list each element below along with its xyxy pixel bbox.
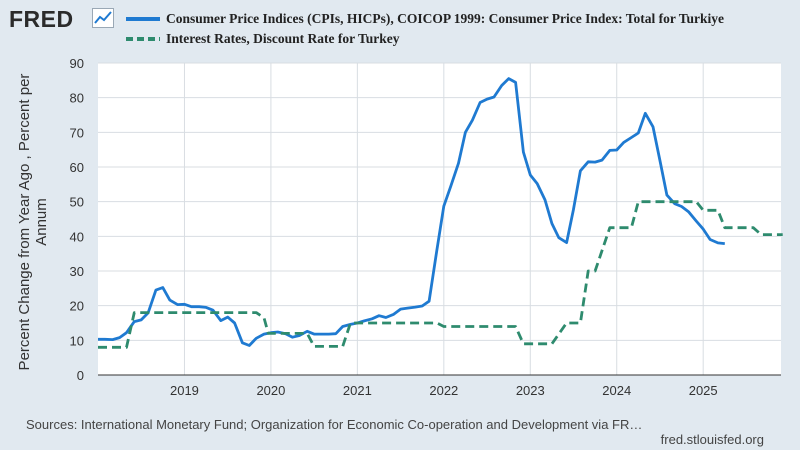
y-tick-label: 30	[70, 264, 84, 279]
legend-item-cpi: Consumer Price Indices (CPIs, HICPs), CO…	[126, 9, 724, 29]
y-tick-label: 40	[70, 229, 84, 244]
sources-note: Sources: International Monetary Fund; Or…	[26, 417, 643, 432]
x-tick-label: 2025	[689, 383, 718, 398]
x-tick-label: 2022	[429, 383, 458, 398]
line-chart-icon	[92, 8, 114, 33]
x-tick-label: 2019	[170, 383, 199, 398]
chart-legend: Consumer Price Indices (CPIs, HICPs), CO…	[126, 9, 724, 49]
legend-swatch-cpi	[126, 17, 160, 21]
y-tick-label: 90	[70, 56, 84, 71]
legend-label-discount-rate: Interest Rates, Discount Rate for Turkey	[166, 31, 400, 46]
x-tick-label: 2023	[516, 383, 545, 398]
y-tick-label: 0	[77, 368, 84, 383]
x-tick-label: 2020	[256, 383, 285, 398]
legend-item-discount-rate: Interest Rates, Discount Rate for Turkey	[126, 29, 724, 49]
x-tick-label: 2024	[602, 383, 631, 398]
series-line-discount-rate	[98, 200, 783, 349]
site-url[interactable]: fred.stlouisfed.org	[660, 432, 764, 447]
x-tick-label: 2021	[343, 383, 372, 398]
y-tick-label: 70	[70, 125, 84, 140]
legend-label-cpi: Consumer Price Indices (CPIs, HICPs), CO…	[166, 11, 725, 26]
y-tick-label: 60	[70, 160, 84, 175]
y-tick-label: 80	[70, 91, 84, 106]
y-tick-label: 20	[70, 299, 84, 314]
y-tick-label: 50	[70, 195, 84, 210]
fred-logo: FRED	[9, 6, 74, 32]
y-tick-label: 10	[70, 333, 84, 348]
series-line-cpi	[98, 77, 725, 347]
plot-area	[98, 63, 781, 375]
legend-swatch-discount-rate	[126, 37, 160, 41]
